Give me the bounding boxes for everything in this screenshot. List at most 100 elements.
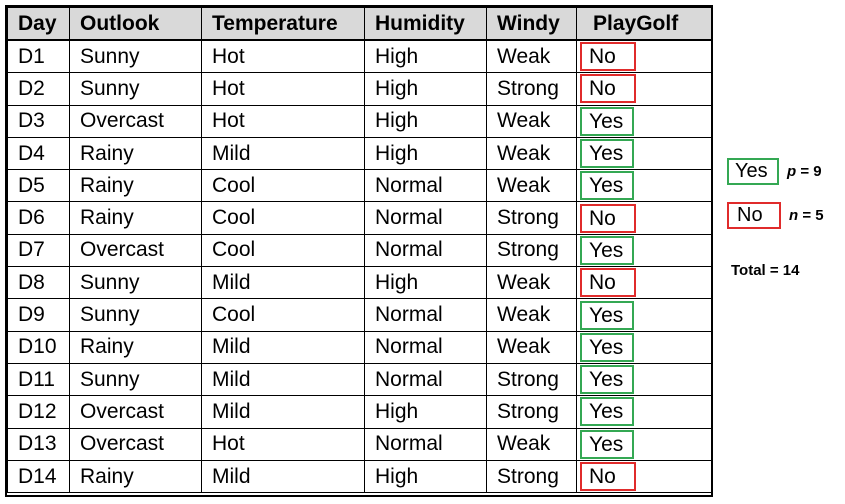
playgolf-yes-badge: Yes: [580, 429, 634, 459]
cell-outlook: Sunny: [69, 39, 202, 74]
cell-playgolf: Yes: [576, 169, 712, 203]
table-row: D12 Overcast Mild High Strong Yes: [7, 395, 712, 429]
cell-day: D8: [7, 266, 70, 300]
cell-outlook: Sunny: [69, 298, 202, 332]
cell-day: D12: [7, 395, 70, 429]
cell-day: D7: [7, 233, 70, 268]
table-row: D1 Sunny Hot High Weak No: [7, 39, 712, 74]
cell-windy: Strong: [486, 233, 577, 268]
playgolf-no-badge: No: [580, 74, 636, 104]
table-body: D1 Sunny Hot High Weak No D2 Sunny Hot High Strong…: [7, 39, 712, 494]
cell-outlook: Sunny: [69, 266, 202, 300]
cell-temperature: Mild: [201, 362, 365, 397]
cell-playgolf: Yes: [576, 136, 712, 171]
cell-playgolf: No: [576, 201, 712, 235]
cell-playgolf: No: [576, 459, 712, 494]
cell-outlook: Rainy: [69, 459, 202, 494]
cell-humidity: Normal: [364, 298, 487, 332]
table-row: D6 Rainy Cool Normal Strong No: [7, 201, 712, 235]
cell-playgolf: Yes: [576, 298, 712, 332]
cell-day: D13: [7, 427, 70, 461]
playgolf-yes-badge: Yes: [580, 106, 634, 136]
legend-total: Total = 14: [731, 262, 800, 279]
cell-outlook: Overcast: [69, 104, 202, 138]
table-row: D9 Sunny Cool Normal Weak Yes: [7, 298, 712, 332]
cell-humidity: High: [364, 72, 487, 106]
cell-day: D4: [7, 136, 70, 171]
legend-n-stat: n = 5: [789, 207, 824, 224]
cell-day: D9: [7, 298, 70, 332]
play-golf-table: Day Outlook Temperature Humidity Windy P…: [7, 7, 712, 494]
cell-humidity: High: [364, 104, 487, 138]
cell-temperature: Cool: [201, 169, 365, 203]
cell-humidity: Normal: [364, 233, 487, 268]
cell-humidity: High: [364, 136, 487, 171]
cell-windy: Weak: [486, 266, 577, 300]
cell-temperature: Mild: [201, 136, 365, 171]
playgolf-yes-badge: Yes: [580, 397, 634, 427]
cell-outlook: Sunny: [69, 362, 202, 397]
cell-outlook: Overcast: [69, 233, 202, 268]
cell-day: D3: [7, 104, 70, 138]
cell-windy: Weak: [486, 298, 577, 332]
column-header-humidity: Humidity: [364, 7, 487, 41]
cell-humidity: Normal: [364, 169, 487, 203]
cell-windy: Strong: [486, 72, 577, 106]
playgolf-yes-badge: Yes: [580, 300, 634, 330]
cell-outlook: Rainy: [69, 169, 202, 203]
playgolf-yes-badge: Yes: [580, 171, 634, 201]
cell-temperature: Mild: [201, 330, 365, 364]
playgolf-no-badge: No: [580, 462, 636, 491]
table-row: D10 Rainy Mild Normal Weak Yes: [7, 330, 712, 364]
playgolf-yes-badge: Yes: [580, 139, 634, 169]
playgolf-yes-badge: Yes: [580, 365, 634, 395]
cell-playgolf: Yes: [576, 427, 712, 461]
cell-humidity: Normal: [364, 201, 487, 235]
cell-playgolf: No: [576, 266, 712, 300]
cell-windy: Weak: [486, 39, 577, 74]
cell-temperature: Mild: [201, 395, 365, 429]
cell-playgolf: Yes: [576, 104, 712, 138]
cell-windy: Strong: [486, 201, 577, 235]
column-header-temperature: Temperature: [201, 7, 365, 41]
table-row: D4 Rainy Mild High Weak Yes: [7, 136, 712, 171]
legend-n-value: = 5: [802, 207, 824, 224]
cell-playgolf: Yes: [576, 362, 712, 397]
cell-temperature: Hot: [201, 39, 365, 74]
table-row: D11 Sunny Mild Normal Strong Yes: [7, 362, 712, 397]
playgolf-yes-badge: Yes: [580, 235, 634, 265]
table-row: D3 Overcast Hot High Weak Yes: [7, 104, 712, 138]
cell-humidity: High: [364, 266, 487, 300]
cell-humidity: Normal: [364, 330, 487, 364]
playgolf-no-badge: No: [580, 268, 636, 298]
cell-day: D10: [7, 330, 70, 364]
cell-temperature: Cool: [201, 201, 365, 235]
cell-humidity: High: [364, 459, 487, 494]
playgolf-yes-badge: Yes: [580, 332, 634, 362]
table-row: D14 Rainy Mild High Strong No: [7, 459, 712, 494]
legend-yes-badge: Yes: [727, 158, 779, 185]
table-frame: [5, 5, 713, 497]
playgolf-no-badge: No: [580, 42, 636, 72]
cell-outlook: Overcast: [69, 427, 202, 461]
cell-playgolf: No: [576, 72, 712, 106]
cell-outlook: Rainy: [69, 201, 202, 235]
cell-playgolf: Yes: [576, 330, 712, 364]
column-header-outlook: Outlook: [69, 7, 202, 41]
legend-p-stat: p = 9: [787, 163, 822, 180]
cell-day: D11: [7, 362, 70, 397]
cell-temperature: Cool: [201, 298, 365, 332]
cell-outlook: Rainy: [69, 136, 202, 171]
cell-windy: Weak: [486, 136, 577, 171]
legend-yes-row: Yes p = 9: [727, 158, 822, 186]
table-row: D2 Sunny Hot High Strong No: [7, 72, 712, 106]
cell-humidity: Normal: [364, 362, 487, 397]
cell-day: D6: [7, 201, 70, 235]
legend-no-row: No n = 5: [727, 202, 824, 230]
cell-windy: Weak: [486, 427, 577, 461]
cell-outlook: Sunny: [69, 72, 202, 106]
cell-windy: Weak: [486, 104, 577, 138]
cell-day: D2: [7, 72, 70, 106]
column-header-day: Day: [7, 7, 70, 41]
cell-temperature: Hot: [201, 104, 365, 138]
